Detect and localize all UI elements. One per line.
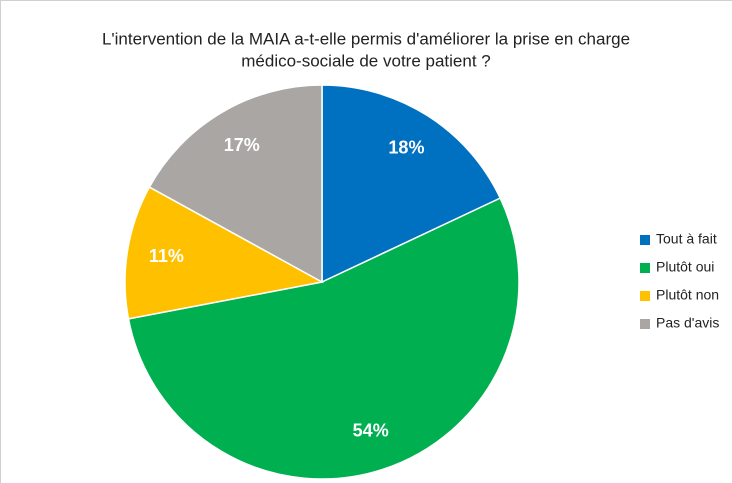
data-label: 11%: [149, 246, 184, 266]
legend-label: Plutôt non: [656, 287, 719, 303]
legend-swatch: [640, 291, 650, 301]
pie-slice: [321, 84, 502, 284]
legend-swatch: [640, 319, 650, 329]
data-label: 17%: [224, 135, 260, 155]
pie-slice: [124, 186, 325, 320]
data-label: 54%: [353, 421, 389, 441]
data-label: 18%: [388, 138, 424, 158]
chart-title: L'intervention de la MAIA a-t-elle permi…: [102, 29, 630, 48]
pie-slice: [148, 84, 323, 284]
chart-title: médico-sociale de votre patient ?: [241, 51, 490, 70]
legend-label: Plutôt oui: [656, 259, 714, 275]
legend-swatch: [640, 263, 650, 273]
legend-label: Pas d'avis: [656, 315, 719, 331]
legend-swatch: [640, 235, 650, 245]
legend-label: Tout à fait: [656, 231, 717, 247]
pie-slice: [127, 197, 520, 480]
